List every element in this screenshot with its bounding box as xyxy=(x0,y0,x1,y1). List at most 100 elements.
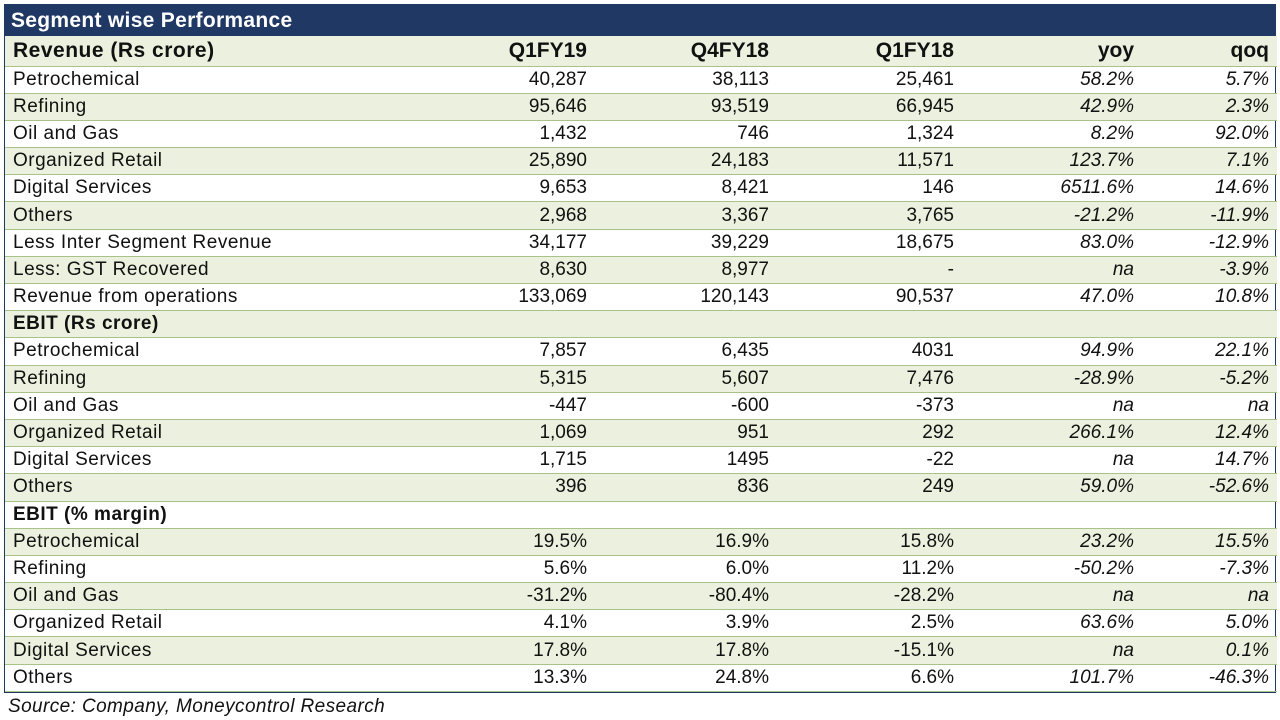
cell-q1fy19: 5.6% xyxy=(405,555,595,584)
row-label: Refining xyxy=(5,555,405,584)
cell-q1fy18: 3,765 xyxy=(777,201,962,230)
cell-yoy: 58.2% xyxy=(962,66,1142,94)
table-title: Segment wise Performance xyxy=(5,5,1275,36)
cell-yoy: 59.0% xyxy=(962,473,1142,502)
row-label: Petrochemical xyxy=(5,66,405,94)
column-header-row: Revenue (Rs crore) Q1FY19 Q4FY18 Q1FY18 … xyxy=(5,36,1277,67)
table-row: Refining 5,315 5,607 7,476 -28.9% -5.2% xyxy=(5,365,1277,393)
cell-q1fy19: 17.8% xyxy=(405,636,595,665)
cell-yoy: na xyxy=(962,636,1142,665)
header-qoq: qoq xyxy=(1142,36,1277,67)
source-note: Source: Company, Moneycontrol Research xyxy=(8,696,386,717)
cell-qoq: 2.3% xyxy=(1142,93,1277,121)
cell-q4fy18 xyxy=(595,501,777,529)
cell-q1fy19: 1,432 xyxy=(405,120,595,149)
cell-q4fy18 xyxy=(595,310,777,339)
cell-q1fy19: 25,890 xyxy=(405,147,595,176)
cell-q1fy19: 4.1% xyxy=(405,609,595,638)
cell-q1fy18: 2.5% xyxy=(777,609,962,638)
row-label: Organized Retail xyxy=(5,419,405,448)
cell-yoy: 101.7% xyxy=(962,664,1142,692)
cell-qoq: 14.7% xyxy=(1142,446,1277,475)
cell-qoq: 5.7% xyxy=(1142,66,1277,94)
cell-q1fy18 xyxy=(777,310,962,339)
table-row: Revenue from operations 133,069 120,143 90,… xyxy=(5,283,1277,312)
cell-q1fy19: 1,715 xyxy=(405,446,595,475)
cell-q1fy18: 90,537 xyxy=(777,283,962,312)
cell-q1fy18 xyxy=(777,501,962,529)
row-label: Oil and Gas xyxy=(5,582,405,611)
header-revenue: Revenue (Rs crore) xyxy=(5,36,405,67)
row-label: Refining xyxy=(5,93,405,121)
cell-q1fy18: -15.1% xyxy=(777,636,962,665)
table-row: Refining 95,646 93,519 66,945 42.9% 2.3% xyxy=(5,93,1277,121)
cell-qoq: 0.1% xyxy=(1142,636,1277,665)
cell-qoq: -7.3% xyxy=(1142,555,1277,584)
segment-performance-table-frame: Segment wise Performance Revenue (Rs cro… xyxy=(4,4,1277,693)
table-row: Organized Retail 1,069 951 292 266.1% 12.4% xyxy=(5,419,1277,448)
cell-q1fy19: 13.3% xyxy=(405,664,595,692)
cell-q1fy19: 5,315 xyxy=(405,365,595,393)
cell-q1fy18: 292 xyxy=(777,419,962,448)
cell-yoy: 42.9% xyxy=(962,93,1142,121)
cell-qoq: 5.0% xyxy=(1142,609,1277,638)
row-label: Refining xyxy=(5,365,405,393)
table-row: Less Inter Segment Revenue 34,177 39,229 18… xyxy=(5,229,1277,257)
cell-q1fy19: 19.5% xyxy=(405,528,595,556)
cell-q1fy19: 40,287 xyxy=(405,66,595,94)
cell-yoy: 6511.6% xyxy=(962,174,1142,203)
cell-yoy: 123.7% xyxy=(962,147,1142,176)
cell-q1fy19: 1,069 xyxy=(405,419,595,448)
table-row: Refining 5.6% 6.0% 11.2% -50.2% -7.3% xyxy=(5,555,1277,584)
table-row: Oil and Gas 1,432 746 1,324 8.2% 92.0% xyxy=(5,120,1277,149)
row-label: Less: GST Recovered xyxy=(5,256,405,285)
table-row: Oil and Gas -31.2% -80.4% -28.2% na na xyxy=(5,582,1277,611)
cell-q1fy19: 95,646 xyxy=(405,93,595,121)
cell-q1fy18: - xyxy=(777,256,962,285)
row-label: EBIT (% margin) xyxy=(5,501,405,529)
cell-q4fy18: 8,421 xyxy=(595,174,777,203)
cell-qoq: -5.2% xyxy=(1142,365,1277,393)
cell-q1fy19: 396 xyxy=(405,473,595,502)
segment-performance-table: Revenue (Rs crore) Q1FY19 Q4FY18 Q1FY18 … xyxy=(5,36,1277,692)
cell-q4fy18: 951 xyxy=(595,419,777,448)
cell-q4fy18: 3.9% xyxy=(595,609,777,638)
cell-yoy: -50.2% xyxy=(962,555,1142,584)
cell-q1fy19 xyxy=(405,501,595,529)
row-label: Revenue from operations xyxy=(5,283,405,312)
table-row: Others 2,968 3,367 3,765 -21.2% -11.9% xyxy=(5,201,1277,230)
header-q1fy18: Q1FY18 xyxy=(777,36,962,67)
cell-yoy: -28.9% xyxy=(962,365,1142,393)
row-label: Digital Services xyxy=(5,174,405,203)
cell-q4fy18: 39,229 xyxy=(595,229,777,257)
cell-q1fy19 xyxy=(405,310,595,339)
row-label: Petrochemical xyxy=(5,337,405,366)
row-label: Less Inter Segment Revenue xyxy=(5,229,405,257)
cell-yoy xyxy=(962,310,1142,339)
row-label: Digital Services xyxy=(5,636,405,665)
cell-q4fy18: 16.9% xyxy=(595,528,777,556)
row-label: Organized Retail xyxy=(5,609,405,638)
section-header-row: EBIT (% margin) xyxy=(5,501,1277,529)
table-row: Others 13.3% 24.8% 6.6% 101.7% -46.3% xyxy=(5,664,1277,692)
row-label: Oil and Gas xyxy=(5,392,405,420)
cell-qoq: 92.0% xyxy=(1142,120,1277,149)
cell-q1fy18: 11,571 xyxy=(777,147,962,176)
header-q4fy18: Q4FY18 xyxy=(595,36,777,67)
table-row: Organized Retail 4.1% 3.9% 2.5% 63.6% 5.0% xyxy=(5,609,1277,638)
cell-yoy: 266.1% xyxy=(962,419,1142,448)
cell-qoq: -12.9% xyxy=(1142,229,1277,257)
cell-q4fy18: -80.4% xyxy=(595,582,777,611)
cell-qoq: 7.1% xyxy=(1142,147,1277,176)
table-row: Organized Retail 25,890 24,183 11,571 123.7%… xyxy=(5,147,1277,176)
table-row: Digital Services 17.8% 17.8% -15.1% na 0.1% xyxy=(5,636,1277,665)
cell-q1fy19: 8,630 xyxy=(405,256,595,285)
row-label: Others xyxy=(5,473,405,502)
cell-q4fy18: 836 xyxy=(595,473,777,502)
cell-q4fy18: 6.0% xyxy=(595,555,777,584)
cell-q1fy19: 34,177 xyxy=(405,229,595,257)
cell-q1fy19: -447 xyxy=(405,392,595,420)
cell-q4fy18: 6,435 xyxy=(595,337,777,366)
cell-yoy: na xyxy=(962,446,1142,475)
table-row: Less: GST Recovered 8,630 8,977- na -3.9% xyxy=(5,256,1277,285)
